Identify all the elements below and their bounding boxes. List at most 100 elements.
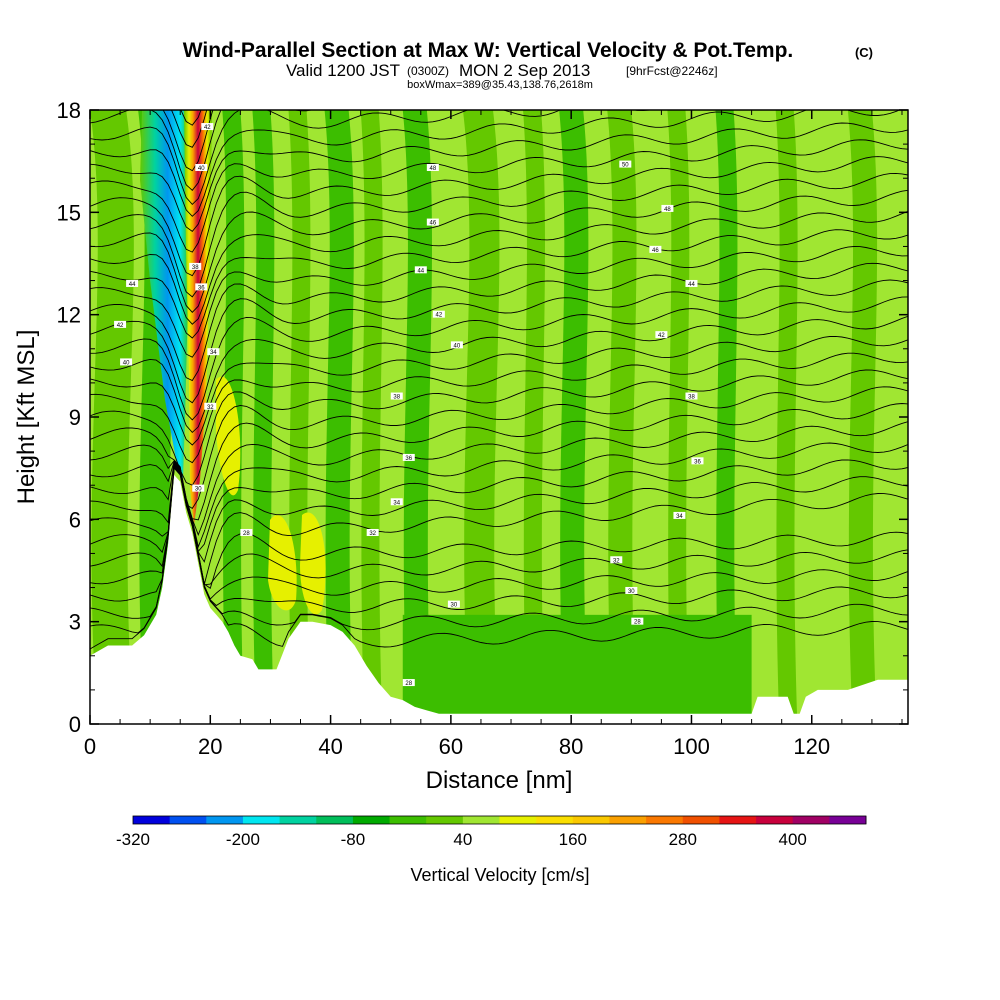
contour-label-bg bbox=[450, 341, 463, 349]
plot-area: 44 42 40 42 40 38 36 34 32 30 28 48 46 44 42 40 38 36 34 32… bbox=[90, 110, 908, 724]
contour-label-bg bbox=[631, 617, 644, 625]
contour-label-bg bbox=[195, 163, 208, 171]
x-tick-label: 20 bbox=[198, 734, 222, 759]
contour-label-bg bbox=[610, 556, 623, 564]
contour-labels: 44 42 40 42 40 38 36 34 32 30 28 48 46 44 42 40 38 36 34 32… bbox=[114, 123, 704, 687]
contour-label-bg bbox=[207, 348, 220, 356]
velocity-band bbox=[607, 110, 637, 724]
x-tick-label: 100 bbox=[673, 734, 710, 759]
velocity-band bbox=[462, 110, 500, 724]
colorbar: -320 -200 -80 40 160 280 400 bbox=[116, 815, 867, 849]
isentrope-line bbox=[90, 110, 652, 206]
isentrope-line bbox=[90, 172, 908, 298]
updraft-plume bbox=[184, 110, 212, 525]
colorbar-label: Vertical Velocity [cm/s] bbox=[410, 865, 589, 885]
contour-label-bg bbox=[691, 457, 704, 465]
colorbar-tick-label: -80 bbox=[341, 830, 366, 849]
velocity-band bbox=[559, 110, 589, 724]
contour-label-bg bbox=[402, 453, 415, 461]
contour-label: 32 bbox=[369, 531, 376, 537]
colorbar-swatch bbox=[829, 816, 867, 824]
colorbar-swatch bbox=[352, 816, 391, 824]
contour-label: 36 bbox=[198, 285, 205, 291]
yellow-updraft-mid bbox=[216, 376, 241, 496]
isentrope-line bbox=[90, 421, 908, 537]
colorbar-swatch bbox=[499, 816, 537, 824]
isentrope-line bbox=[90, 403, 908, 521]
y-tick-label: 9 bbox=[69, 405, 81, 430]
contour-label: 36 bbox=[405, 456, 412, 462]
contour-label: 46 bbox=[652, 248, 659, 254]
colorbar-swatch bbox=[462, 816, 500, 824]
colorbar-swatch bbox=[389, 816, 427, 824]
isentrope-line bbox=[90, 462, 908, 563]
contour-label-bg bbox=[390, 498, 403, 506]
contour-label-bg bbox=[447, 600, 460, 608]
contour-label-bg bbox=[114, 320, 127, 328]
contour-label: 40 bbox=[123, 360, 130, 366]
colorbar-swatch bbox=[609, 816, 647, 824]
x-tick-label: 40 bbox=[318, 734, 342, 759]
isentrope-line bbox=[90, 463, 908, 590]
velocity-band bbox=[667, 110, 690, 724]
terrain-mask bbox=[90, 475, 908, 724]
isentrope-line bbox=[90, 315, 908, 434]
contour-label: 42 bbox=[117, 323, 124, 329]
colorbar-tick-label: 400 bbox=[779, 830, 807, 849]
contour-label: 30 bbox=[195, 487, 202, 493]
colorbar-swatch bbox=[206, 816, 244, 824]
isentrope-line bbox=[90, 442, 908, 549]
velocity-band bbox=[715, 110, 738, 724]
x-axis-ticks: 0 20 40 60 80 100 120 bbox=[84, 110, 903, 759]
colorbar-tick-label: 280 bbox=[669, 830, 697, 849]
colorbar-swatch bbox=[646, 816, 684, 824]
subtitle-date: MON 2 Sep 2013 bbox=[459, 61, 590, 80]
contour-label-bg bbox=[201, 123, 214, 131]
contour-label-bg bbox=[655, 331, 668, 339]
subtitle-zulu: (0300Z) bbox=[407, 64, 449, 78]
velocity-band bbox=[775, 110, 798, 724]
isentrope-line bbox=[90, 352, 908, 464]
isentrope-line bbox=[90, 279, 908, 404]
contour-label: 40 bbox=[198, 166, 205, 172]
contour-label: 42 bbox=[658, 333, 665, 339]
contour-label-bg bbox=[189, 262, 202, 270]
colorbar-swatch bbox=[756, 816, 794, 824]
contour-label: 44 bbox=[417, 268, 424, 274]
chart-title: Wind-Parallel Section at Max W: Vertical… bbox=[183, 39, 794, 62]
velocity-band-low bbox=[402, 614, 752, 724]
contour-label-bg bbox=[240, 528, 253, 536]
contour-label: 40 bbox=[454, 343, 461, 349]
contour-label-bg bbox=[432, 310, 445, 318]
contour-label-bg bbox=[120, 358, 133, 366]
isentrope-line bbox=[90, 262, 908, 382]
y-tick-label: 18 bbox=[57, 98, 81, 123]
contour-label: 50 bbox=[622, 163, 629, 169]
contour-label: 46 bbox=[429, 221, 436, 227]
x-tick-label: 0 bbox=[84, 734, 96, 759]
isentrope-line bbox=[90, 459, 908, 553]
contour-label: 42 bbox=[204, 125, 211, 131]
colorbar-swatch bbox=[169, 816, 207, 824]
isentrope-line bbox=[90, 156, 908, 277]
contour-label-bg bbox=[390, 392, 403, 400]
isentrope-line bbox=[90, 246, 908, 358]
colorbar-tick-label: -200 bbox=[226, 830, 260, 849]
colorbar-swatch bbox=[133, 816, 171, 824]
x-tick-label: 120 bbox=[793, 734, 830, 759]
contour-label-bg bbox=[195, 283, 208, 291]
isentrope-line bbox=[90, 464, 908, 586]
isentrope-line bbox=[90, 465, 908, 619]
velocity-band bbox=[402, 110, 432, 724]
velocity-band bbox=[360, 110, 383, 724]
contour-label: 32 bbox=[207, 405, 214, 411]
isentrope-line bbox=[90, 229, 908, 339]
contour-label: 48 bbox=[429, 166, 436, 172]
isentrope-line bbox=[90, 466, 908, 634]
contour-label: 38 bbox=[393, 395, 400, 401]
y-tick-label: 3 bbox=[69, 610, 81, 635]
isentrope-line bbox=[90, 296, 908, 421]
colorbar-swatch bbox=[682, 816, 720, 824]
